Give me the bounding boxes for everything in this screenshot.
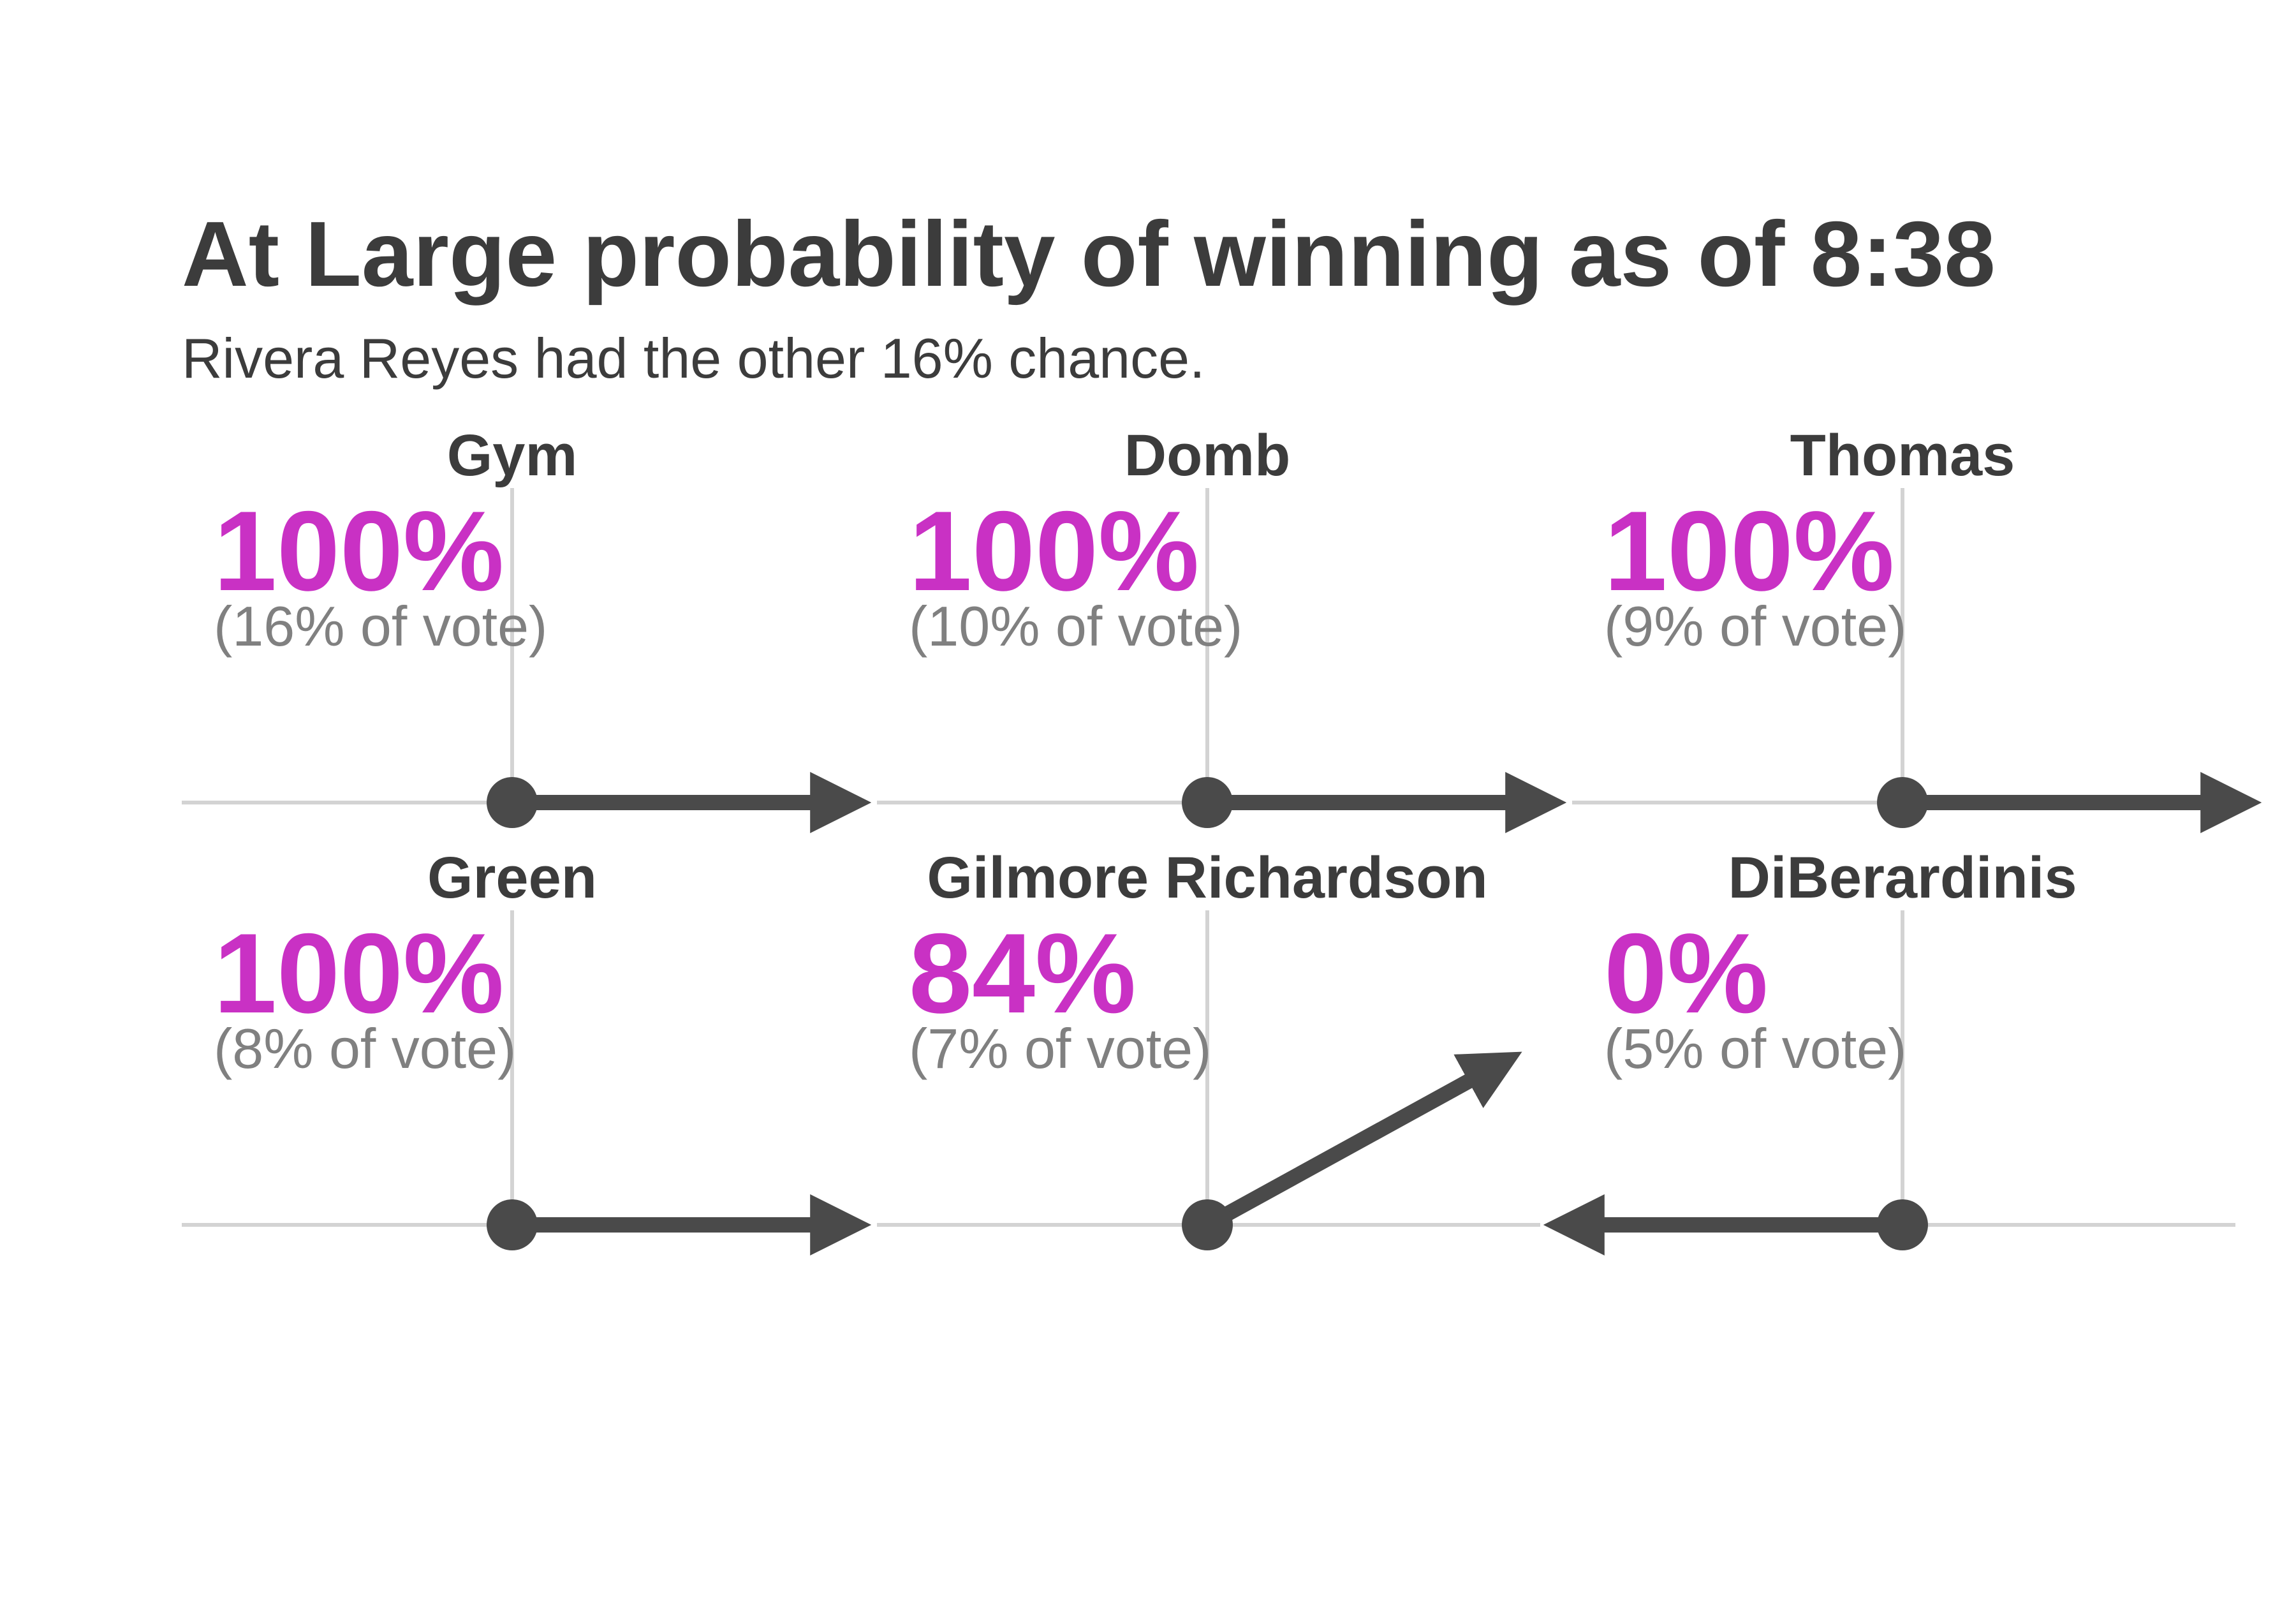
- candidate-name: Domb: [1124, 423, 1291, 488]
- win-probability-label: 100%: [909, 487, 1199, 614]
- win-probability-label: 100%: [1604, 487, 1894, 614]
- win-probability-label: 84%: [909, 910, 1136, 1037]
- vote-share-label: (7% of vote): [909, 1017, 1211, 1080]
- arrow-origin-dot: [1182, 1199, 1233, 1250]
- candidate-name: Green: [427, 845, 597, 910]
- arrow-origin-dot: [487, 777, 538, 828]
- vote-share-label: (16% of vote): [214, 595, 547, 658]
- arrow-origin-dot: [1182, 777, 1233, 828]
- candidate-name: Gym: [447, 423, 578, 488]
- vote-share-label: (8% of vote): [214, 1017, 516, 1080]
- win-probability-label: 100%: [214, 487, 504, 614]
- chart-subtitle: Rivera Reyes had the other 16% chance.: [182, 327, 1205, 390]
- vote-share-label: (9% of vote): [1604, 595, 1906, 658]
- win-probability-label: 100%: [214, 910, 504, 1037]
- arrow-origin-dot: [1877, 1199, 1928, 1250]
- vote-share-label: (10% of vote): [909, 595, 1242, 658]
- arrow-origin-dot: [1877, 777, 1928, 828]
- candidate-name: Gilmore Richardson: [927, 845, 1487, 910]
- probability-arrow: [1203, 1051, 1522, 1232]
- win-probability-label: 0%: [1604, 910, 1768, 1037]
- vote-share-label: (5% of vote): [1604, 1017, 1906, 1080]
- arrow-origin-dot: [487, 1199, 538, 1250]
- candidate-name: Thomas: [1790, 423, 2015, 488]
- chart-title: At Large probability of winning as of 8:…: [182, 202, 1996, 306]
- candidate-name: DiBerardinis: [1728, 845, 2077, 910]
